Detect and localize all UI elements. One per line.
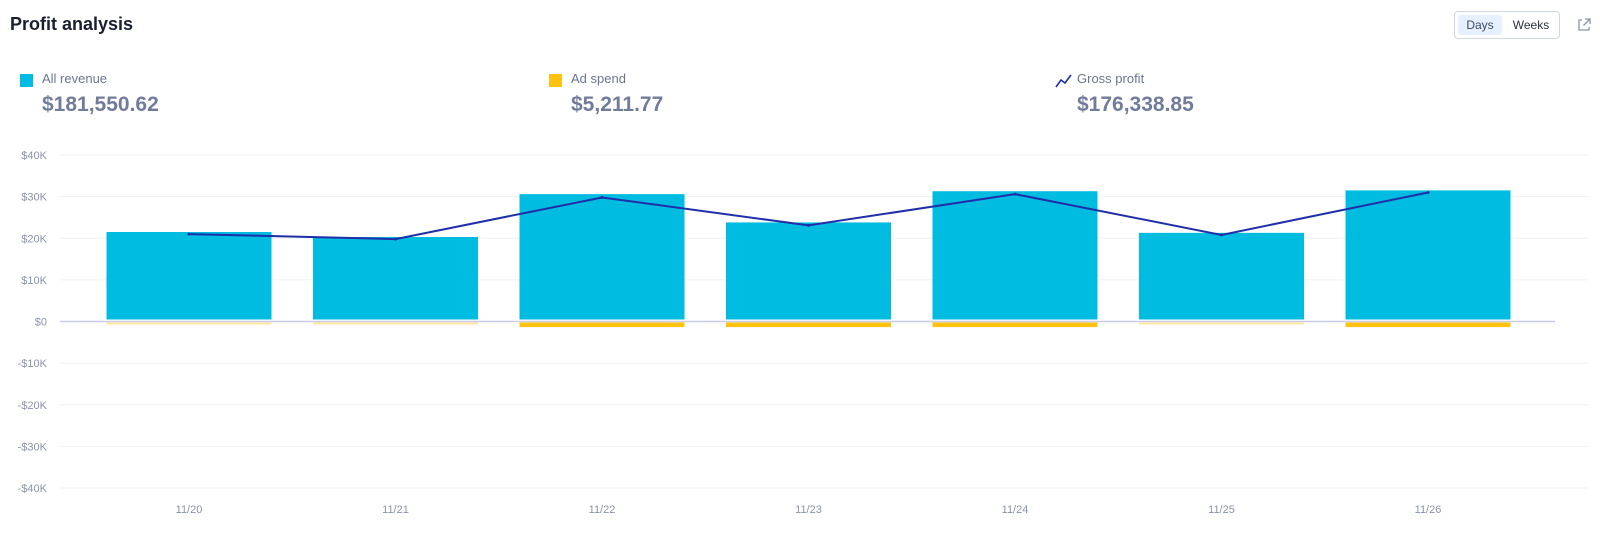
external-link-icon[interactable] <box>1576 17 1592 33</box>
gross-profit-point <box>187 232 191 236</box>
y-tick-label: -$40K <box>18 483 48 495</box>
legend-label: All revenue <box>42 71 108 86</box>
legend-value: $181,550.62 <box>42 93 159 116</box>
y-tick-label: $40K <box>21 150 47 162</box>
revenue-bar <box>1139 232 1304 320</box>
revenue-bar <box>932 191 1098 320</box>
line-chart-icon <box>1055 74 1072 88</box>
ad-spend-bar <box>313 322 478 325</box>
gross-profit-point <box>394 237 397 241</box>
y-tick-label: -$30K <box>18 441 48 453</box>
x-tick-label: 11/20 <box>176 504 203 516</box>
period-toggle: Days Weeks <box>1454 11 1560 39</box>
y-tick-label: $30K <box>21 192 47 204</box>
ad-spend-bar <box>519 322 685 328</box>
revenue-bar <box>519 194 685 320</box>
ad-spend-bar <box>932 322 1098 328</box>
ad-spend-bar <box>106 322 272 325</box>
x-tick-label: 11/21 <box>382 504 409 516</box>
page-title: Profit analysis <box>10 14 134 34</box>
revenue-bar <box>313 237 478 320</box>
legend-label: Ad spend <box>571 71 626 86</box>
revenue-bar <box>1345 190 1511 320</box>
ad-spend-swatch-icon <box>549 74 562 87</box>
y-tick-label: -$20K <box>18 400 48 412</box>
legend-value: $5,211.77 <box>571 93 664 116</box>
ad-spend-bar <box>1139 322 1304 325</box>
y-tick-label: $10K <box>21 275 47 287</box>
gross-profit-point <box>600 195 604 199</box>
y-tick-label: $0 <box>35 317 47 329</box>
gross-profit-point <box>1220 233 1223 237</box>
ad-spend-bar <box>1345 322 1511 328</box>
x-tick-label: 11/22 <box>589 504 616 516</box>
y-tick-label: $20K <box>21 233 47 245</box>
y-tick-label: -$10K <box>18 358 48 370</box>
ad-spend-bar <box>726 322 891 328</box>
revenue-bar <box>106 232 272 320</box>
gross-profit-point <box>1426 190 1430 194</box>
x-tick-label: 11/23 <box>795 504 822 516</box>
x-tick-label: 11/26 <box>1415 504 1442 516</box>
gross-profit-point <box>807 223 810 227</box>
revenue-bar <box>726 222 891 320</box>
toggle-weeks-button[interactable]: Weeks <box>1512 18 1550 32</box>
x-tick-label: 11/25 <box>1208 504 1235 516</box>
x-tick-label: 11/24 <box>1002 504 1029 516</box>
legend-label: Gross profit <box>1077 71 1145 86</box>
revenue-swatch-icon <box>20 74 33 87</box>
toggle-days-button[interactable]: Days <box>1458 15 1502 35</box>
legend-value: $176,338.85 <box>1077 93 1194 116</box>
gross-profit-point <box>1013 192 1017 196</box>
